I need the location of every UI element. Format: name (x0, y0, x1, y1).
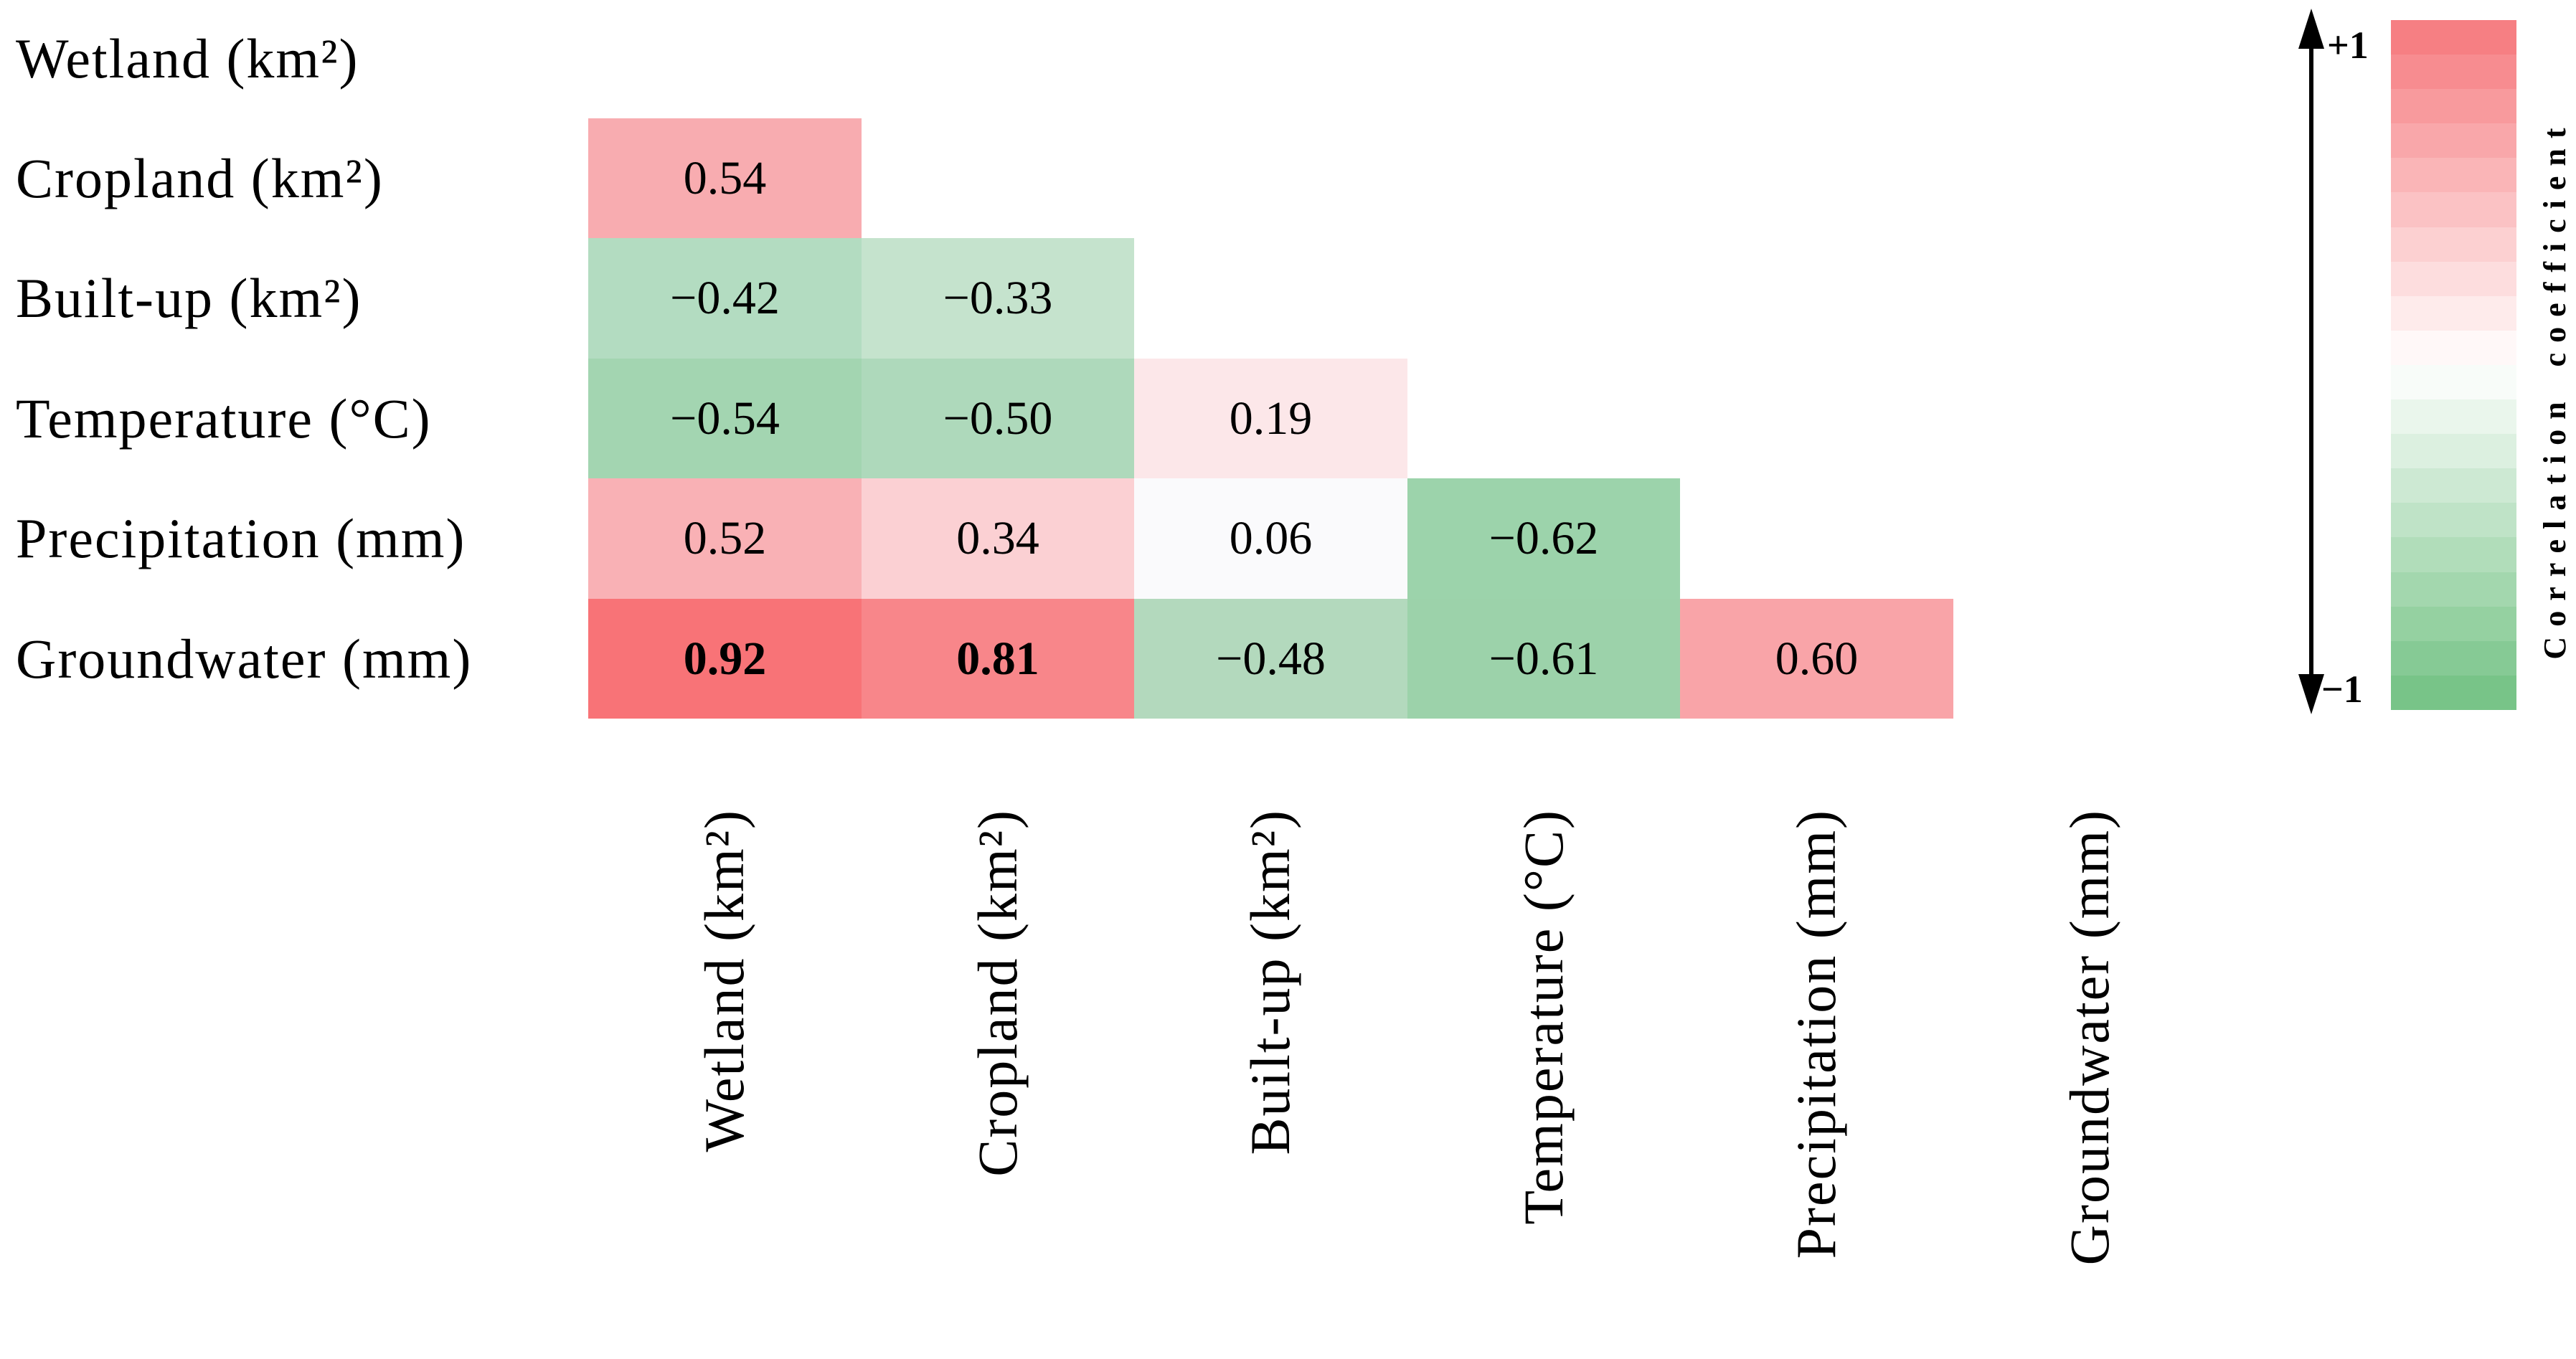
colorbar-band (2391, 330, 2516, 365)
colorbar-band (2391, 675, 2516, 710)
legend-top-label: +1 (2327, 24, 2369, 67)
matrix-cell: −0.62 (1407, 478, 1680, 599)
matrix-cell: 0.60 (1680, 599, 1953, 719)
row-label: Temperature (°C) (16, 387, 432, 450)
colorbar-band (2391, 434, 2516, 469)
matrix-cell: 0.06 (1134, 478, 1407, 599)
matrix-cell: 0.34 (862, 478, 1134, 599)
matrix-cell: −0.61 (1407, 599, 1680, 719)
matrix-cell: −0.33 (862, 238, 1134, 359)
colorbar-band (2391, 261, 2516, 296)
legend-bottom-label: −1 (2321, 668, 2363, 711)
colorbar-band (2391, 158, 2516, 193)
double-arrow-icon (2298, 9, 2324, 714)
colorbar-band (2391, 503, 2516, 538)
row-label: Groundwater (mm) (16, 627, 473, 690)
colorbar-band (2391, 20, 2516, 55)
colorbar-band (2391, 468, 2516, 503)
matrix-cell: 0.81 (862, 599, 1134, 719)
col-label: Temperature (°C) (1512, 809, 1575, 1225)
matrix-cell: −0.48 (1134, 599, 1407, 719)
matrix-cell: −0.42 (588, 238, 862, 359)
colorbar-band (2391, 123, 2516, 158)
matrix-cell: −0.50 (862, 359, 1134, 478)
colorbar-band (2391, 295, 2516, 331)
matrix-cell: −0.54 (588, 359, 862, 478)
col-label: Wetland (km²) (693, 809, 755, 1152)
col-label: Cropland (km²) (966, 809, 1029, 1177)
row-label: Cropland (km²) (16, 146, 384, 209)
colorbar-band (2391, 606, 2516, 641)
colorbar-band (2391, 364, 2516, 400)
colorbar-band (2391, 572, 2516, 607)
colorbar-band (2391, 227, 2516, 262)
colorbar-band (2391, 399, 2516, 435)
matrix-cell: 0.52 (588, 478, 862, 599)
matrix-cell: 0.92 (588, 599, 862, 719)
col-label: Precipitation (mm) (1785, 809, 1847, 1259)
col-label: Built-up (km²) (1239, 809, 1301, 1155)
colorbar-band (2391, 89, 2516, 124)
col-label: Groundwater (mm) (2058, 809, 2120, 1266)
row-label: Precipitation (mm) (16, 507, 466, 569)
matrix-cell: 0.19 (1134, 359, 1407, 478)
colorbar-band (2391, 192, 2516, 227)
row-label: Built-up (km²) (16, 267, 362, 329)
colorbar-band (2391, 55, 2516, 90)
legend-colorbar (2391, 20, 2516, 710)
legend-title: Correlation coefficient (2537, 118, 2572, 660)
matrix-cell: 0.54 (588, 118, 862, 238)
colorbar-band (2391, 640, 2516, 676)
row-label: Wetland (km²) (16, 27, 359, 90)
colorbar-band (2391, 537, 2516, 572)
